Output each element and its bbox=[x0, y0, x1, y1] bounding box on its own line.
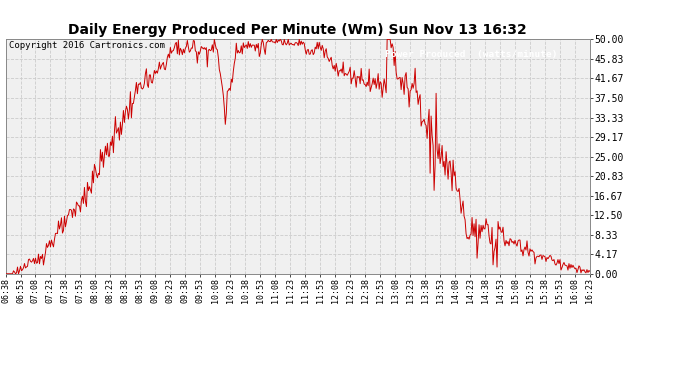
Title: Daily Energy Produced Per Minute (Wm) Sun Nov 13 16:32: Daily Energy Produced Per Minute (Wm) Su… bbox=[68, 23, 527, 37]
Text: Copyright 2016 Cartronics.com: Copyright 2016 Cartronics.com bbox=[9, 41, 165, 50]
